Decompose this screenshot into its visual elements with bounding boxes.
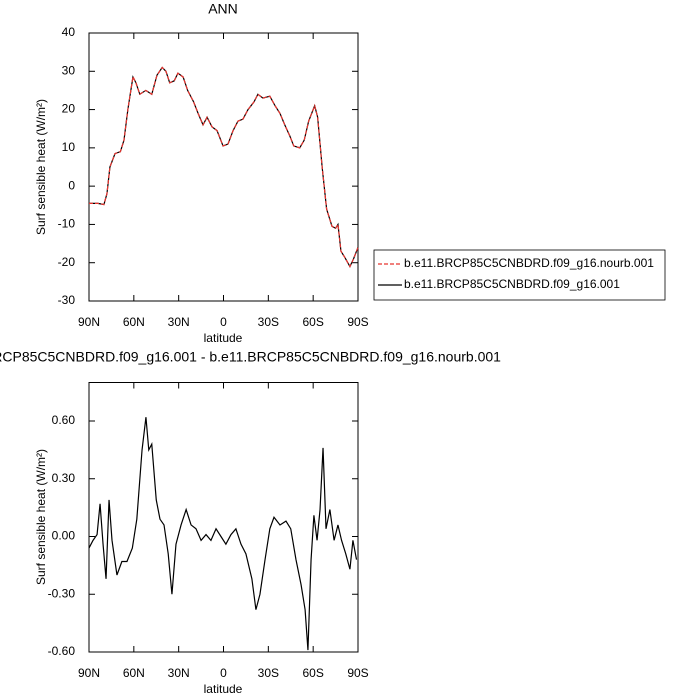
- line-series: [88, 417, 358, 651]
- x-tick-label: 30S: [258, 315, 279, 329]
- x-tick-label: 30N: [168, 315, 190, 329]
- x-tick-label: 90S: [347, 315, 368, 329]
- y-tick-label: -10: [58, 217, 76, 231]
- y-tick-label: 0.60: [52, 413, 76, 427]
- x-tick-label: 30N: [168, 666, 190, 680]
- y-tick-label: 10: [62, 140, 76, 154]
- plot-frame: [88, 382, 359, 653]
- y-tick-label: 0.00: [52, 529, 76, 543]
- y-tick-label: 30: [62, 63, 76, 77]
- legend-box: [373, 249, 666, 301]
- x-tick-label: 0: [220, 666, 227, 680]
- y-tick-label: 0: [68, 178, 75, 192]
- x-tick-label: 60S: [302, 666, 323, 680]
- chart-title: ANN: [208, 1, 238, 17]
- y-tick-label: 0.30: [52, 471, 76, 485]
- x-tick-label: 90N: [78, 315, 100, 329]
- y-tick-label: 20: [62, 102, 76, 116]
- x-tick-label: 90S: [347, 666, 368, 680]
- x-tick-label: 60N: [123, 315, 145, 329]
- y-tick-label: 40: [62, 25, 76, 39]
- plot-frame: [88, 32, 359, 302]
- y-tick-label: -30: [58, 293, 76, 307]
- x-tick-label: 0: [220, 315, 227, 329]
- x-tick-label: 30S: [258, 666, 279, 680]
- x-axis-label: latitude: [204, 331, 243, 345]
- legend-label: b.e11.BRCP85C5CNBDRD.f09_g16.001: [404, 277, 620, 291]
- y-tick-label: -0.30: [48, 586, 76, 600]
- chart-title: b.e11.BRCP85C5CNBDRD.f09_g16.001 - b.e11…: [0, 349, 501, 365]
- line-series: [89, 66, 359, 268]
- y-axis-label: Surf sensible heat (W/m²): [34, 99, 48, 235]
- y-tick-label: -20: [58, 255, 76, 269]
- x-tick-label: 90N: [78, 666, 100, 680]
- x-tick-label: 60S: [302, 315, 323, 329]
- x-axis-label: latitude: [204, 682, 243, 696]
- legend-label: b.e11.BRCP85C5CNBDRD.f09_g16.nourb.001: [404, 256, 654, 270]
- y-tick-label: -0.60: [48, 644, 76, 658]
- x-tick-label: 60N: [123, 666, 145, 680]
- y-axis-label: Surf sensible heat (W/m²): [34, 449, 48, 585]
